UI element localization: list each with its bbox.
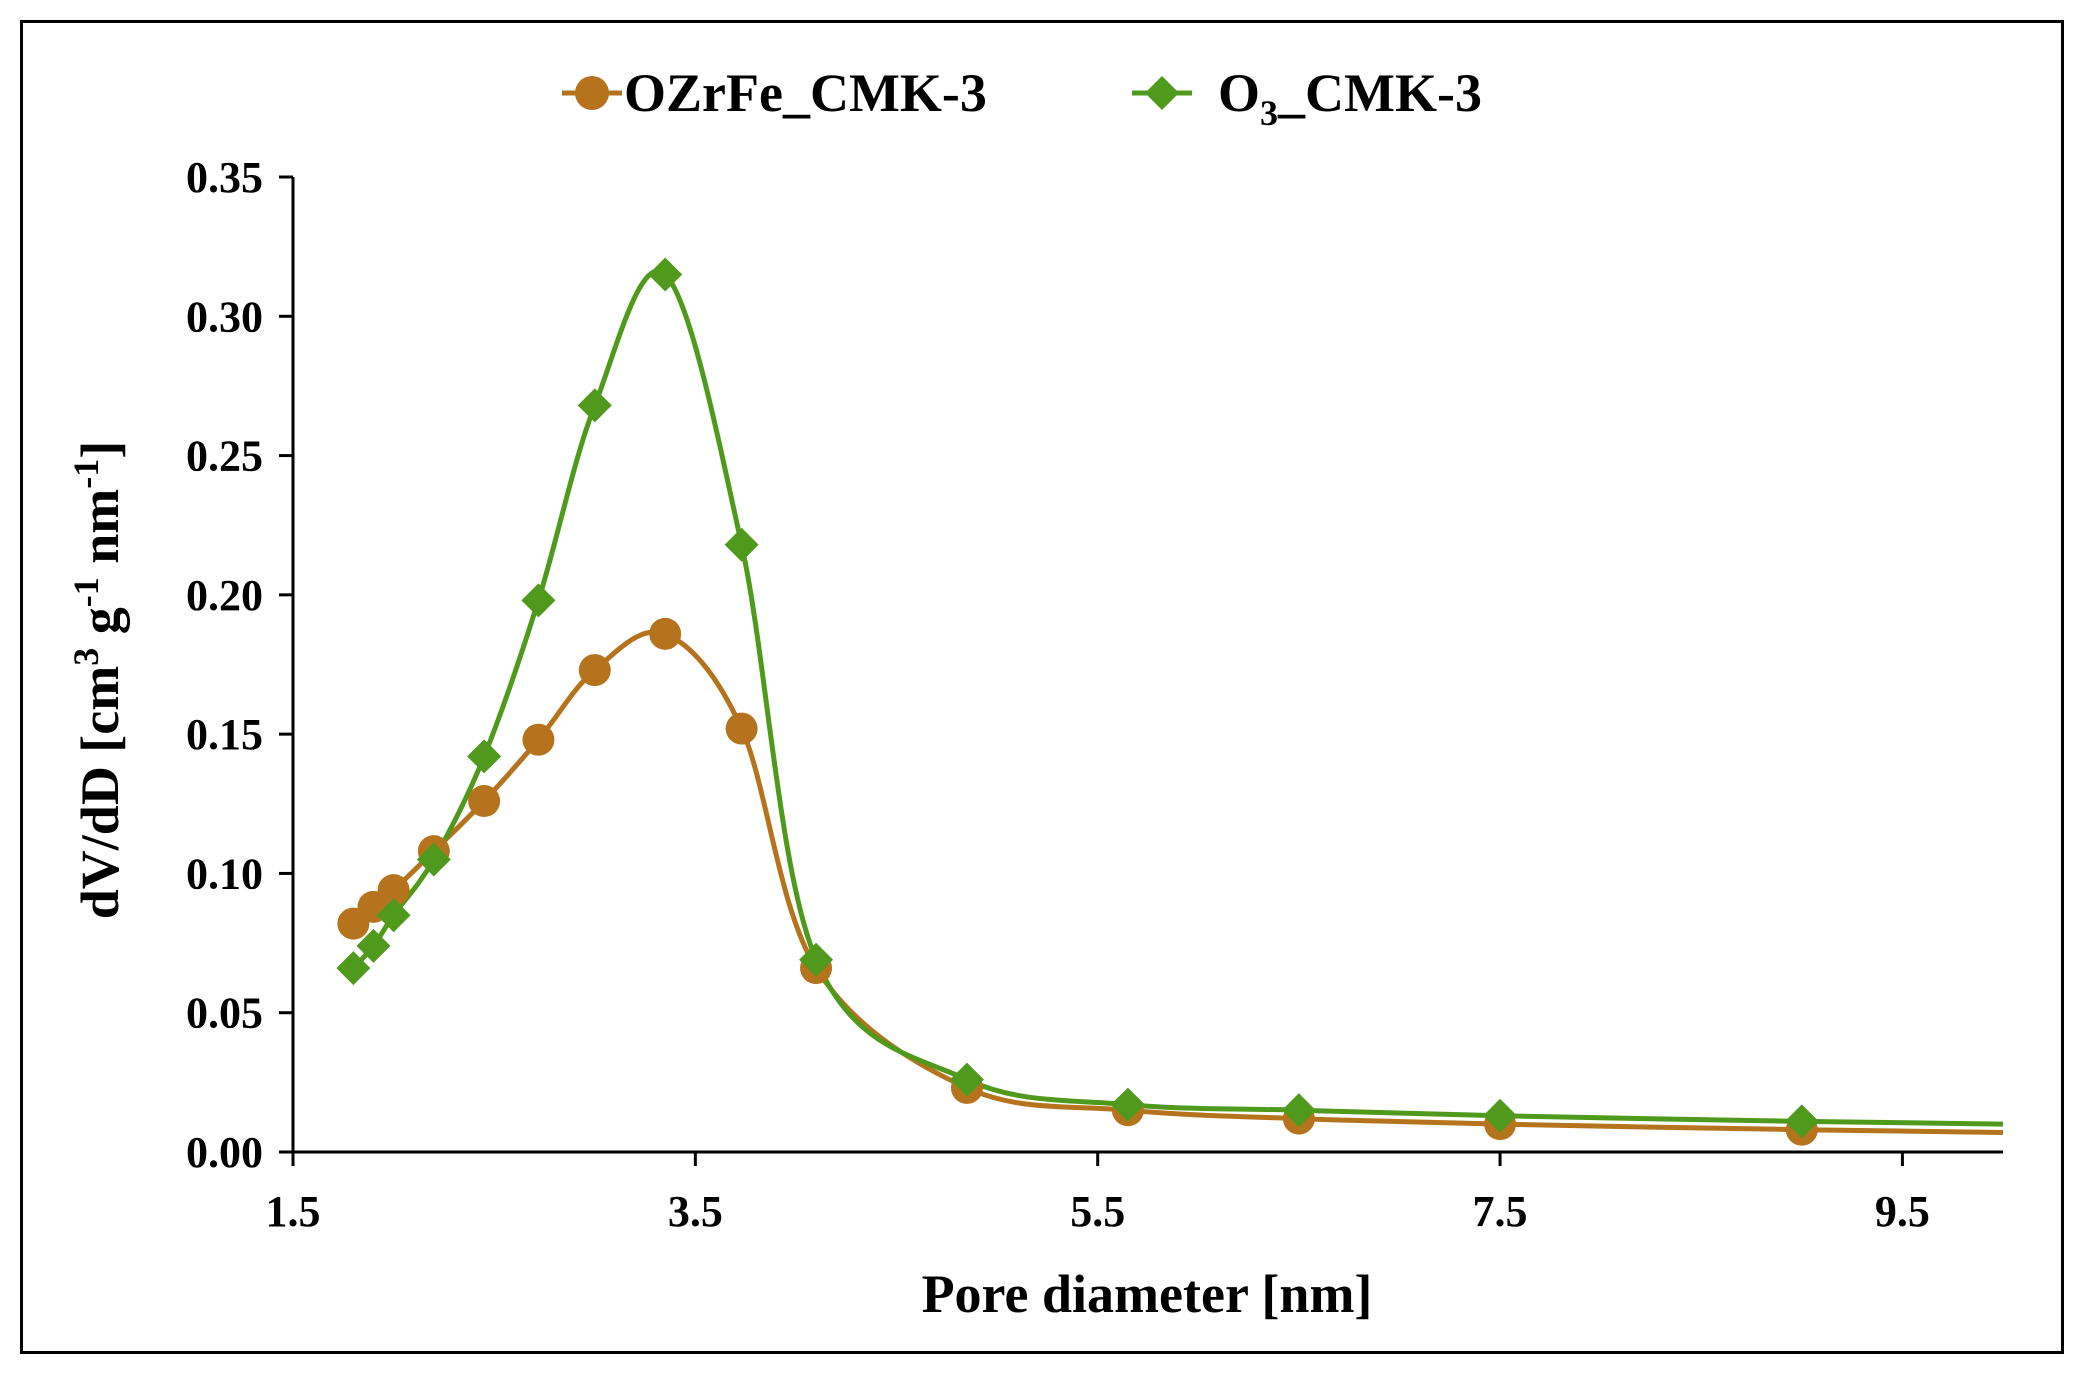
data-point-o3 <box>416 842 451 877</box>
data-point-o3 <box>1281 1093 1316 1128</box>
legend-marker-o3 <box>1145 76 1179 110</box>
data-point-o3 <box>356 928 391 963</box>
x-tick-label: 5.5 <box>1070 1187 1125 1236</box>
legend-label-o3-o: O <box>1218 63 1260 123</box>
legend: OZrFe_CMK-3 O3_CMK-3 <box>562 63 1482 133</box>
data-point-o3 <box>336 951 371 986</box>
y-tick-label: 0.20 <box>186 571 263 620</box>
y-axis-title-main: dV/dD [cm <box>70 666 130 920</box>
y-tick-label: 0.35 <box>186 153 263 202</box>
data-point-ozrfe <box>725 712 758 745</box>
legend-marker-ozrfe <box>575 76 609 110</box>
legend-item-ozrfe: OZrFe_CMK-3 <box>562 63 987 123</box>
data-point-o3 <box>949 1062 984 1097</box>
y-axis-title-sup-g: -1 <box>66 577 106 607</box>
legend-item-o3: O3_CMK-3 <box>1132 63 1482 133</box>
y-tick-label: 0.30 <box>186 292 263 341</box>
data-point-ozrfe <box>377 874 410 907</box>
legend-label-o3-rest: _CMK-3 <box>1277 63 1482 123</box>
data-point-o3 <box>577 388 612 423</box>
data-point-o3 <box>467 739 502 774</box>
y-ticks: 0.00 0.05 0.10 0.15 0.20 0.25 0.30 0.35 <box>186 153 293 1177</box>
y-axis-title-nm: nm <box>70 489 130 578</box>
data-point-o3 <box>799 942 834 977</box>
y-tick-label: 0.15 <box>186 710 263 759</box>
data-point-o3 <box>648 257 683 292</box>
data-point-ozrfe <box>468 785 501 817</box>
y-axis-title-g: g <box>70 607 130 648</box>
x-ticks: 1.5 3.5 5.5 7.5 9.5 <box>266 1152 1930 1236</box>
data-point-o3 <box>376 898 411 933</box>
data-point-o3 <box>724 527 759 562</box>
y-tick-label: 0.10 <box>186 849 263 898</box>
y-tick-label: 0.05 <box>186 989 263 1038</box>
plot-area <box>336 257 2004 1146</box>
x-tick-label: 1.5 <box>266 1187 321 1236</box>
x-tick-label: 7.5 <box>1473 1187 1528 1236</box>
series-line-ozrfe <box>351 629 2004 1135</box>
data-point-o3 <box>521 583 556 618</box>
data-point-ozrfe <box>522 723 555 756</box>
data-point-ozrfe <box>649 617 682 650</box>
y-tick-label: 0.00 <box>186 1128 263 1177</box>
legend-label-o3: O3_CMK-3 <box>1218 63 1482 133</box>
legend-label-o3-sub: 3 <box>1260 93 1278 133</box>
y-axis-title-sup-3: 3 <box>66 648 106 666</box>
y-axis-title-sup-nm: -1 <box>66 459 106 489</box>
figure-frame <box>20 20 2064 1354</box>
x-tick-label: 3.5 <box>668 1187 723 1236</box>
y-tick-label: 0.25 <box>186 432 263 481</box>
series-markers <box>336 257 1819 1146</box>
y-axis-title-close: ] <box>70 441 130 459</box>
data-point-ozrfe <box>578 654 611 687</box>
x-tick-label: 9.5 <box>1875 1187 1930 1236</box>
axes: 1.5 3.5 5.5 7.5 9.5 0.00 0.05 0.10 0.15 0.20 0.25… <box>186 153 2003 1236</box>
x-axis-title: Pore diameter [nm] <box>922 1264 1373 1324</box>
data-point-o3 <box>1784 1104 1819 1139</box>
series-line-o3 <box>351 268 2004 1127</box>
data-point-o3 <box>1483 1098 1518 1133</box>
data-point-o3 <box>1110 1087 1145 1122</box>
legend-label-ozrfe: OZrFe_CMK-3 <box>624 63 987 123</box>
y-axis-title: dV/dD [cm3 g-1 nm-1] <box>66 441 130 920</box>
